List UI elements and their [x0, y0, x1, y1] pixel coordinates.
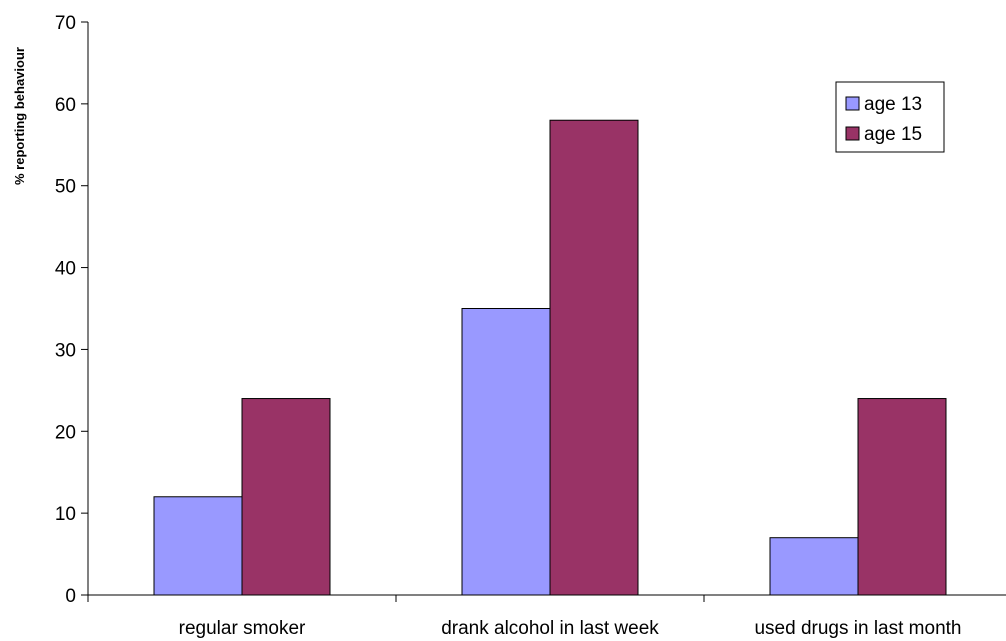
legend-label: age 13 — [864, 94, 922, 115]
y-axis: 0 10 20 30 40 50 60 70 — [55, 13, 89, 607]
bar-age-13-2 — [769, 537, 859, 596]
y-tick-label: 30 — [55, 340, 76, 361]
y-tick-label: 50 — [55, 177, 76, 198]
y-tick-label: 10 — [55, 504, 76, 525]
bar-age-13-0 — [153, 496, 243, 596]
legend-label: age 15 — [864, 124, 922, 145]
y-tick-label: 20 — [55, 422, 76, 443]
y-tick-label: 0 — [65, 586, 76, 607]
bar-age-15-1 — [549, 119, 639, 596]
bar-age-13-1 — [461, 308, 551, 596]
y-tick-label: 70 — [55, 13, 76, 34]
y-tick-label: 40 — [55, 259, 76, 280]
bar-age-15-0 — [241, 398, 331, 596]
x-category-label: used drugs in last month — [754, 618, 961, 639]
legend: age 13 age 15 — [835, 81, 945, 153]
y-axis-label: % reporting behaviour — [12, 47, 27, 185]
legend-swatch — [845, 96, 860, 111]
bars — [153, 119, 947, 596]
x-axis: regular smoker drank alcohol in last week… — [87, 594, 1006, 639]
y-tick-label: 60 — [55, 95, 76, 116]
x-category-label: regular smoker — [179, 618, 306, 639]
legend-swatch — [845, 126, 860, 141]
x-category-label: drank alcohol in last week — [441, 618, 659, 639]
bar-age-15-2 — [857, 398, 947, 596]
